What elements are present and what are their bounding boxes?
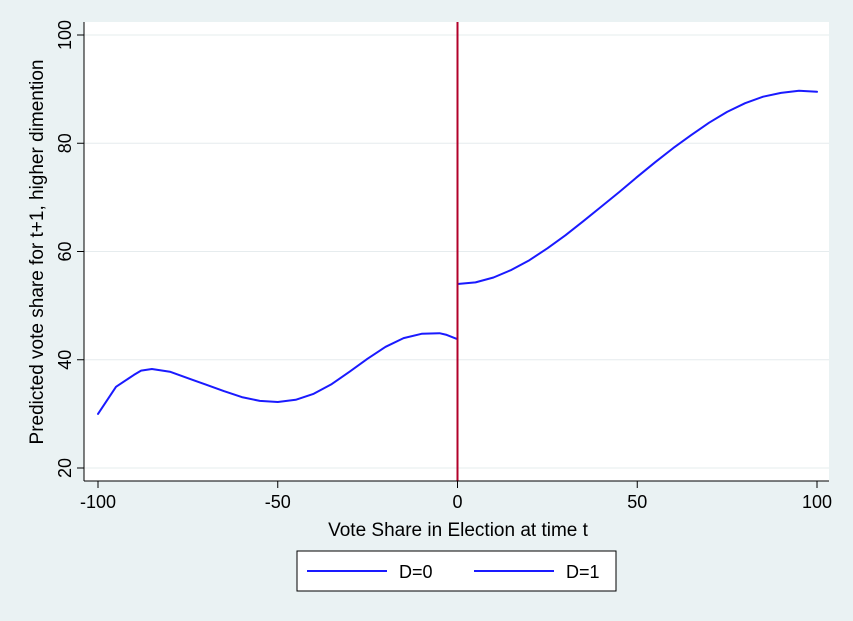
y-tick-label: 20 [55,458,75,478]
x-tick-label: 50 [627,492,647,512]
series-line-1 [456,89,818,285]
legend: D=0 D=1 [296,550,617,592]
x-tick-label: -100 [80,492,116,512]
x-tick-label: 0 [452,492,462,512]
y-tick-label: 100 [55,20,75,50]
ticks: -100 -50 0 50 100 20 40 60 80 100 [55,20,832,512]
y-axis-title: Predicted vote share for t+1, higher dim… [27,60,48,445]
series-layer [97,89,818,415]
x-axis-title: Vote Share in Election at time t [328,520,589,541]
x-tick-label: -50 [265,492,291,512]
y-tick-label: 40 [55,350,75,370]
legend-label-d0: D=0 [399,562,433,582]
y-tick-label: 60 [55,241,75,261]
y-tick-label: 80 [55,133,75,153]
legend-label-d1: D=1 [566,562,600,582]
x-tick-label: 100 [802,492,832,512]
series-line-0 [97,332,459,415]
